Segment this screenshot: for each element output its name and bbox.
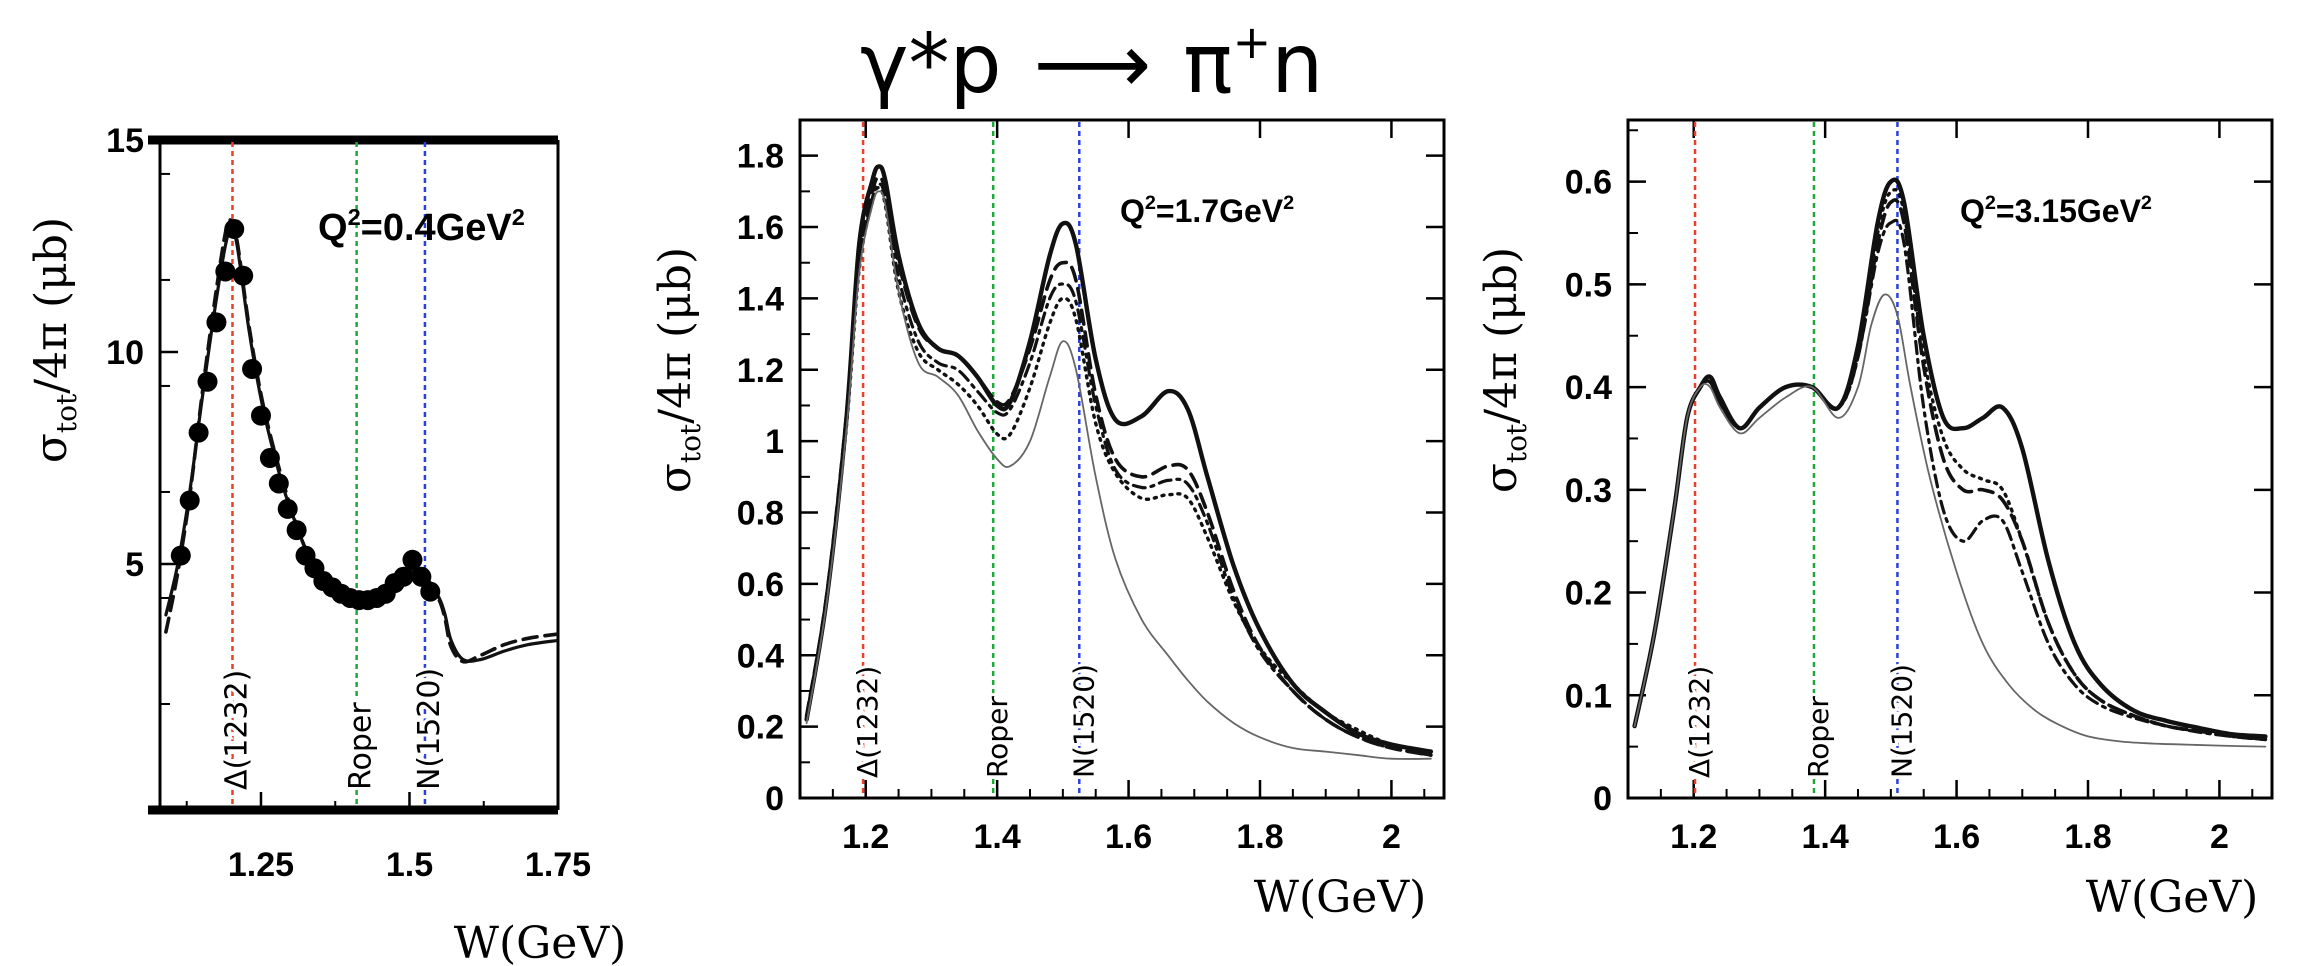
- figure-title: γ*p ⟶ π+n: [860, 15, 1323, 112]
- series-line-solid-thick: [1632, 177, 2268, 739]
- data-point: [268, 473, 289, 494]
- x-tick-label: 1.2: [1670, 818, 1717, 856]
- data-point: [215, 261, 236, 282]
- x-axis-label: W(GeV): [454, 918, 627, 966]
- series-line-dashed: [1632, 198, 2268, 742]
- y-axis-label: σtot/4π (μb): [26, 217, 83, 463]
- data-point: [224, 219, 245, 240]
- x-tick-label: 1.25: [228, 846, 294, 884]
- q2-annotation: Q2=1.7GeV2: [1120, 192, 1294, 229]
- y-tick-label: 1.4: [737, 280, 784, 318]
- y-axis-label: σtot/4π (μb): [650, 247, 707, 493]
- y-tick-label: 0: [1593, 780, 1612, 818]
- q2-annotation: Q2=3.15GeV2: [1960, 192, 2152, 229]
- y-tick-label: 1.6: [737, 209, 784, 247]
- resonance-label: N(1520): [1885, 664, 1918, 778]
- y-tick-label: 0.8: [737, 495, 784, 533]
- data-point: [233, 265, 254, 286]
- resonance-label: N(1520): [412, 668, 447, 790]
- title-product-sup: +: [1233, 15, 1272, 69]
- y-tick-label: 0: [765, 780, 784, 818]
- data-point: [277, 498, 298, 519]
- y-tick-label: 0.2: [1565, 575, 1612, 613]
- title-prefix: γ*p: [860, 17, 1002, 112]
- resonance-label: Roper: [344, 702, 379, 790]
- resonance-label: Roper: [1802, 696, 1835, 778]
- resonance-label: Roper: [981, 696, 1014, 778]
- data-point: [242, 358, 263, 379]
- y-tick-label: 0.2: [737, 709, 784, 747]
- data-point: [250, 405, 271, 426]
- plot-frame: [798, 118, 1446, 800]
- plot-frame: [1626, 118, 2274, 800]
- series-line-thin: [1633, 293, 2267, 748]
- series-line-dotted: [1632, 187, 2268, 742]
- x-tick-label: 1.6: [1105, 818, 1152, 856]
- series-line-dashed: [804, 175, 1433, 757]
- data-point: [188, 422, 209, 443]
- y-tick-label: 1.8: [737, 138, 784, 176]
- x-axis-label: W(GeV): [2086, 872, 2259, 923]
- data-point: [179, 490, 200, 511]
- y-tick-label: 0.1: [1565, 677, 1612, 715]
- x-tick-label: 2: [2210, 818, 2229, 856]
- x-tick-label: 1.4: [1802, 818, 1849, 856]
- data-point: [206, 312, 227, 333]
- y-tick-label: 0.6: [1565, 164, 1612, 202]
- y-tick-label: 0.4: [737, 637, 784, 675]
- x-tick-label: 1.8: [1236, 818, 1283, 856]
- data-point: [420, 581, 441, 602]
- data-point: [286, 520, 307, 541]
- y-tick-label: 1.2: [737, 352, 784, 390]
- y-tick-label: 1: [765, 423, 784, 461]
- series-line-solid-thick: [804, 164, 1434, 754]
- series-line-dashdot: [1633, 218, 2267, 741]
- x-tick-label: 2: [1382, 818, 1401, 856]
- y-tick-label: 0.4: [1565, 369, 1612, 407]
- q2-annotation: Q2=0.4GeV2: [318, 204, 525, 249]
- data-point: [402, 549, 423, 570]
- panel-q2-1.7: 0 0.2 0.4 0.6 0.8 1 1.2 1.4 1.6 1.8 1.2 1.4 1.6 1.8 2 Δ…: [650, 118, 1446, 923]
- data-point: [393, 566, 414, 587]
- x-tick-label: 1.6: [1933, 818, 1980, 856]
- y-tick-label: 5: [125, 546, 144, 584]
- resonance-label: Δ(1232): [851, 666, 884, 778]
- resonance-label: N(1520): [1067, 664, 1100, 778]
- y-tick-label: 0.6: [737, 566, 784, 604]
- x-tick-label: 1.4: [974, 818, 1021, 856]
- title-product-tail: n: [1271, 17, 1323, 112]
- y-tick-label: 0.5: [1565, 266, 1612, 304]
- panel-q2-0.4: 5 10 15 1.25 1.5 1.75 Δ(1232) Roper N(1520) Q2=0.…: [26, 122, 626, 966]
- y-tick-label: 0.3: [1565, 472, 1612, 510]
- x-tick-label: 1.5: [386, 846, 433, 884]
- title-arrow: ⟶: [1034, 17, 1152, 112]
- data-point: [411, 566, 432, 587]
- x-tick-label: 1.75: [525, 846, 591, 884]
- x-tick-label: 1.2: [842, 818, 889, 856]
- y-tick-label: 10: [106, 334, 144, 372]
- resonance-label: Δ(1232): [219, 670, 254, 790]
- resonance-label: Δ(1232): [1683, 666, 1716, 778]
- data-point: [197, 371, 218, 392]
- series-line-thin: [805, 190, 1432, 760]
- panel-q2-3.15: 0 0.1 0.2 0.3 0.4 0.5 0.6 1.2 1.4 1.6 1.8 2 Δ(1232) R…: [1476, 118, 2274, 923]
- data-point: [259, 448, 280, 469]
- data-point: [170, 545, 191, 566]
- x-tick-label: 1.8: [2064, 818, 2111, 856]
- y-axis-label: σtot/4π (μb): [1476, 247, 1533, 493]
- x-axis-label: W(GeV): [1254, 872, 1427, 923]
- y-tick-label: 15: [106, 122, 144, 160]
- title-product: π: [1183, 17, 1232, 112]
